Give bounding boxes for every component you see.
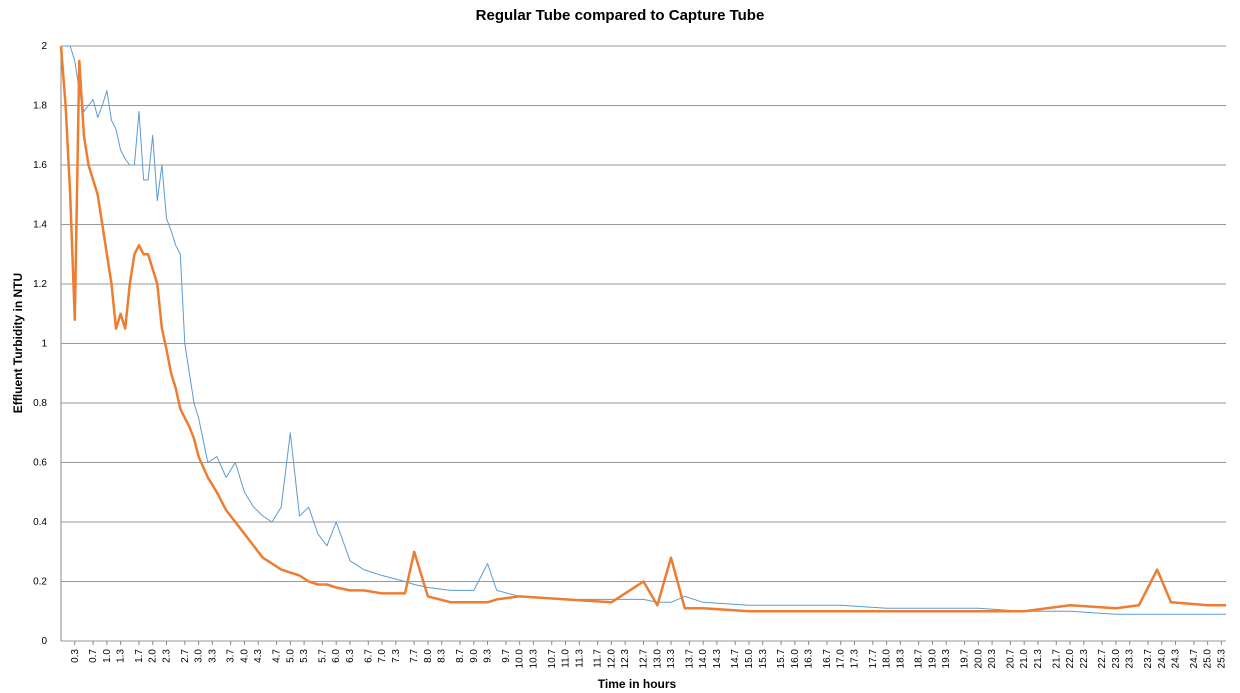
x-tick-label: 12.7 <box>639 649 650 669</box>
x-tick-label: 0.7 <box>88 649 99 663</box>
x-tick-label: 9.0 <box>469 649 480 663</box>
x-tick-label: 13.7 <box>684 649 695 669</box>
x-tick-label: 16.3 <box>804 649 815 669</box>
y-tick-label: 1.2 <box>33 279 47 290</box>
x-tick-label: 4.3 <box>253 649 264 663</box>
x-tick-label: 22.0 <box>1065 649 1076 669</box>
x-tick-label: 7.0 <box>377 649 388 663</box>
x-tick-label: 23.7 <box>1143 649 1154 669</box>
x-tick-label: 24.3 <box>1171 649 1182 669</box>
y-tick-label: 2 <box>41 41 47 52</box>
x-tick-label: 12.0 <box>606 649 617 669</box>
x-tick-label: 14.0 <box>698 649 709 669</box>
x-tick-label: 3.0 <box>194 649 205 663</box>
x-tick-label: 10.7 <box>547 649 558 669</box>
x-tick-label: 17.3 <box>849 649 860 669</box>
x-tick-label: 19.7 <box>960 649 971 669</box>
x-tick-label: 2.3 <box>161 649 172 663</box>
x-tick-label: 5.7 <box>317 649 328 663</box>
x-tick-label: 20.3 <box>987 649 998 669</box>
x-tick-label: 15.0 <box>744 649 755 669</box>
x-tick-label: 20.7 <box>1005 649 1016 669</box>
x-axis-title: Time in hours <box>598 677 677 691</box>
x-tick-label: 11.7 <box>593 649 604 668</box>
x-tick-label: 8.3 <box>437 649 448 663</box>
x-tick-label: 7.3 <box>391 649 402 663</box>
y-tick-label: 0.2 <box>33 577 47 588</box>
x-tick-label: 6.0 <box>331 649 342 663</box>
y-axis-title: Effluent Turbidity in NTU <box>11 273 25 413</box>
x-tick-label: 22.3 <box>1079 649 1090 669</box>
x-tick-label: 4.7 <box>272 649 283 663</box>
x-tick-label: 14.3 <box>712 649 723 669</box>
x-tick-label: 23.0 <box>1111 649 1122 669</box>
x-tick-label: 17.7 <box>868 649 879 669</box>
x-tick-label: 6.7 <box>363 649 374 663</box>
x-tick-label: 24.7 <box>1189 649 1200 669</box>
x-tick-label: 1.0 <box>102 649 113 663</box>
x-tick-label: 7.7 <box>409 649 420 663</box>
x-tick-label: 9.3 <box>483 649 494 663</box>
x-tick-label: 13.0 <box>652 649 663 669</box>
x-tick-label: 10.3 <box>528 649 539 669</box>
data-line <box>61 45 1226 615</box>
x-tick-label: 25.0 <box>1203 649 1214 669</box>
x-tick-label: 17.0 <box>836 649 847 669</box>
chart-title: Regular Tube compared to Capture Tube <box>476 7 765 24</box>
x-tick-label: 16.7 <box>822 649 833 669</box>
x-tick-label: 15.7 <box>776 649 787 669</box>
x-tick-label: 21.7 <box>1051 649 1062 669</box>
x-tick-label: 16.0 <box>790 649 801 669</box>
y-tick-label: 1.4 <box>33 220 47 231</box>
x-tick-label: 0.3 <box>70 649 81 663</box>
x-tick-label: 2.0 <box>148 649 159 663</box>
x-tick-label: 14.7 <box>730 649 741 669</box>
y-tick-label: 0 <box>41 636 47 647</box>
x-tick-label: 5.3 <box>299 649 310 663</box>
x-tick-label: 18.3 <box>895 649 906 669</box>
x-tick-label: 12.3 <box>620 649 631 669</box>
x-tick-label: 9.7 <box>501 649 512 663</box>
y-tick-label: 0.6 <box>33 458 47 469</box>
x-tick-label: 24.0 <box>1157 649 1168 669</box>
x-tick-label: 23.3 <box>1125 649 1136 669</box>
x-tick-label: 1.7 <box>134 649 145 663</box>
data-line <box>59 45 1226 613</box>
x-tick-label: 18.0 <box>882 649 893 669</box>
y-tick-label: 1 <box>41 339 47 350</box>
x-tick-label: 18.7 <box>914 649 925 669</box>
x-tick-label: 21.0 <box>1019 649 1030 669</box>
x-tick-label: 3.3 <box>207 649 218 663</box>
x-tick-label: 25.3 <box>1216 649 1227 669</box>
x-tick-label: 15.3 <box>758 649 769 669</box>
x-tick-label: 8.7 <box>455 649 466 663</box>
x-tick-label: 5.0 <box>285 649 296 663</box>
x-tick-label: 6.3 <box>345 649 356 663</box>
x-tick-label: 13.3 <box>666 649 677 669</box>
x-tick-label: 11.3 <box>574 649 585 668</box>
x-tick-label: 19.3 <box>941 649 952 669</box>
y-tick-label: 0.8 <box>33 398 47 409</box>
x-tick-label: 2.7 <box>180 649 191 663</box>
x-tick-label: 19.0 <box>927 649 938 669</box>
x-tick-label: 22.7 <box>1097 649 1108 669</box>
x-tick-label: 8.0 <box>423 649 434 663</box>
y-tick-label: 1.8 <box>33 101 47 112</box>
x-tick-label: 4.0 <box>239 649 250 663</box>
x-tick-label: 3.7 <box>226 649 237 663</box>
x-tick-label: 21.3 <box>1033 649 1044 669</box>
x-tick-label: 10.0 <box>515 649 526 669</box>
x-tick-label: 1.3 <box>116 649 127 663</box>
y-tick-label: 1.6 <box>33 160 47 171</box>
x-tick-label: 20.0 <box>973 649 984 669</box>
x-tick-label: 11.0 <box>561 649 572 668</box>
y-tick-label: 0.4 <box>33 517 47 528</box>
